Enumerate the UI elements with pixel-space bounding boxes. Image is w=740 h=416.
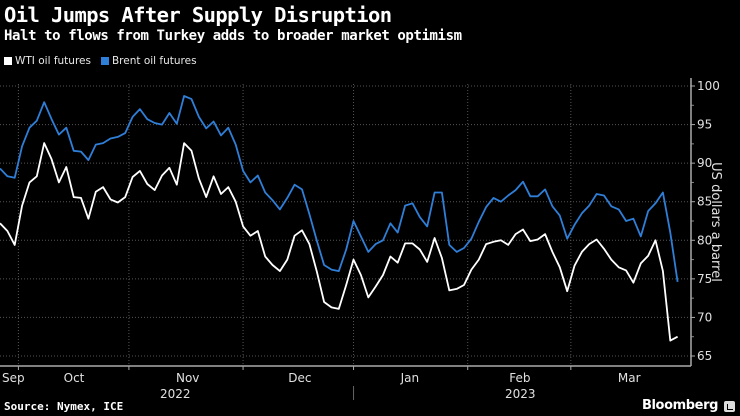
y-tick-label: 75 — [697, 272, 712, 286]
x-year-label: 2023 — [505, 387, 536, 400]
x-tick-label: Mar — [618, 371, 641, 385]
legend-swatch-brent — [100, 57, 109, 65]
y-tick-label: 70 — [697, 310, 712, 324]
chart-title: Oil Jumps After Supply Disruption — [4, 3, 392, 27]
legend: WTI oil futures Brent oil futures — [4, 55, 197, 67]
y-tick-label: 80 — [697, 233, 712, 247]
x-tick-label: Nov — [176, 371, 199, 385]
x-tick-label: Jan — [400, 371, 420, 385]
legend-swatch-wti — [4, 57, 12, 65]
x-tick-label: Sep — [2, 371, 25, 385]
legend-label-brent: Brent oil futures — [111, 55, 197, 67]
y-tick-label: 95 — [697, 118, 712, 132]
chart-subtitle: Halt to flows from Turkey adds to broade… — [4, 28, 462, 44]
legend-item-wti: WTI oil futures — [4, 55, 91, 67]
x-tick-label: Oct — [64, 371, 85, 385]
y-tick-label: 85 — [697, 195, 712, 209]
series-line-wti — [0, 142, 679, 342]
y-tick-label: 65 — [697, 349, 712, 363]
y-axis-title: US dollars a barrel — [708, 162, 723, 282]
series-line-brent — [0, 95, 679, 283]
bloomberg-logo: Bloomberg — [641, 398, 718, 413]
y-tick-label: 100 — [697, 79, 720, 93]
x-year-label: 2022 — [160, 387, 191, 400]
x-tick-label: Feb — [509, 371, 530, 385]
y-tick-label: 90 — [697, 156, 712, 170]
source-note: Source: Nymex, ICE — [4, 400, 124, 413]
x-tick-label: Dec — [288, 371, 311, 385]
line-chart: 65 70 75 80 85 90 95 100 Sep Oct Nov Dec Jan Feb Mar 20… — [0, 78, 723, 400]
legend-item-brent: Brent oil futures — [100, 55, 197, 67]
bloomberg-chart-icon — [724, 401, 735, 412]
legend-label-wti: WTI oil futures — [15, 55, 91, 67]
